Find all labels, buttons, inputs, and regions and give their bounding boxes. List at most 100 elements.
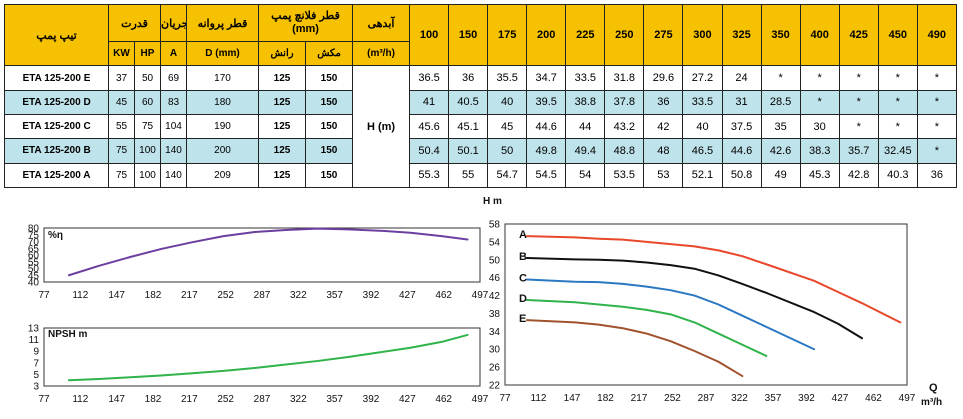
head-value: *	[838, 113, 879, 140]
x-tick-label: 392	[798, 393, 815, 404]
head-value: 50.8	[721, 162, 762, 189]
pump-model: ETA 125-200 A	[4, 162, 109, 189]
head-value: 35.7	[838, 138, 879, 164]
flow-col: 225	[565, 3, 606, 67]
x-tick-label: 462	[865, 393, 882, 404]
current-amp: 69	[160, 65, 188, 91]
x-tick-label: 392	[363, 394, 380, 405]
x-tick-label: 147	[564, 393, 581, 404]
head-value: 53.5	[604, 162, 645, 189]
table-row: ETA 125-200 C 55 75 104 190 125 150 45.6 45.1 45 4…	[4, 113, 957, 140]
head-value: *	[877, 65, 918, 91]
header-hp: HP	[133, 41, 162, 67]
series-line-A	[526, 235, 902, 324]
head-value: 48	[643, 138, 684, 164]
current-amp: 104	[160, 113, 188, 140]
power-hp: 75	[133, 113, 162, 140]
header-d-mm: D (mm)	[186, 41, 260, 67]
x-tick-label: 427	[399, 290, 416, 301]
flow-col: 400	[799, 3, 840, 67]
power-hp: 50	[133, 65, 162, 91]
head-value: 48.8	[604, 138, 645, 164]
power-hp: 100	[133, 162, 162, 189]
header-pump-type: تیپ پمپ	[4, 3, 109, 67]
y-axis-label: %η	[48, 230, 63, 241]
plot-frame-1	[43, 327, 481, 387]
x-tick-label: 287	[254, 290, 271, 301]
y-tick-label: 50	[28, 264, 40, 275]
head-value: 36.5	[409, 65, 450, 91]
y-tick-label: 9	[33, 347, 39, 358]
x-tick-label: 112	[72, 394, 88, 405]
head-label: H (m)	[352, 65, 411, 188]
y-tick-label: 60	[28, 251, 40, 262]
flow-col: 450	[877, 3, 918, 67]
head-value: 29.6	[643, 65, 684, 91]
x-tick-label: 357	[326, 394, 343, 405]
flow-col: 490	[916, 3, 957, 67]
head-value: 35.5	[487, 65, 528, 91]
x-tick-label: 252	[217, 290, 234, 301]
flange-suction: 150	[305, 138, 354, 164]
power-hp: 60	[133, 89, 162, 116]
head-value: 41	[409, 89, 450, 116]
series-line-B	[526, 256, 864, 340]
head-value: 44	[565, 113, 606, 140]
header-row-bottom: KW HP A D (mm) رانش مکش (m³/h)	[5, 41, 957, 67]
head-value: *	[877, 89, 918, 116]
impeller-diameter: 200	[186, 138, 260, 164]
y-tick-label: 22	[489, 381, 501, 392]
head-value: 37.5	[721, 113, 762, 140]
head-value: 55	[448, 162, 489, 189]
head-value: 28.5	[760, 89, 801, 116]
x-tick-label: 252	[217, 394, 234, 405]
x-tick-label: 322	[290, 290, 307, 301]
x-tick-label: 252	[664, 393, 681, 404]
x-tick-label: 147	[108, 290, 125, 301]
head-value: 45.3	[799, 162, 840, 189]
power-kw: 55	[108, 113, 135, 140]
table-row: ETA 125-200 B 75 100 140 200 125 150 50.4 50.1 50…	[4, 138, 957, 164]
y-tick-label: 42	[489, 291, 501, 302]
series-label: B	[519, 251, 527, 263]
head-value: 24	[721, 65, 762, 91]
table-row: ETA 125-200 E 37 50 69 170 125 150 H (m) 36.5 36 3…	[4, 65, 957, 188]
y-tick-label: 40	[28, 278, 40, 289]
head-value: *	[838, 89, 879, 116]
flow-col: 175	[487, 3, 528, 67]
head-value: 50.4	[409, 138, 450, 164]
head-value: *	[877, 113, 918, 140]
flow-col: 150	[448, 3, 489, 67]
header-row-top: تیپ پمپ قدرت جریان قطر پروانه قطر فلانچ …	[4, 3, 957, 67]
pump-model: ETA 125-200 D	[4, 89, 109, 116]
flow-col: 100	[409, 3, 450, 67]
head-value: 33.5	[565, 65, 606, 91]
x-tick-label: 287	[698, 393, 715, 404]
head-value: 54.7	[487, 162, 528, 189]
current-amp: 83	[160, 89, 188, 116]
y-tick-label: 45	[28, 271, 40, 282]
head-value: 31	[721, 89, 762, 116]
head-value: 36	[916, 162, 957, 189]
head-value: 55.3	[409, 162, 450, 189]
x-tick-label: 77	[38, 394, 50, 405]
x-tick-label: 322	[290, 394, 307, 405]
head-value: 45	[487, 113, 528, 140]
header-flange-diameter: قطر فلانچ پمپ (mm)	[258, 3, 354, 43]
head-value: 27.2	[682, 65, 723, 91]
series-line-1	[67, 333, 469, 382]
flange-discharge: 125	[258, 162, 307, 189]
y-axis-label: H m	[483, 196, 502, 207]
series-label: C	[519, 272, 527, 284]
head-value: 36	[448, 65, 489, 91]
head-value: 43.2	[604, 113, 645, 140]
head-value: 52.1	[682, 162, 723, 189]
head-value: 35	[760, 113, 801, 140]
flange-suction: 150	[305, 65, 354, 91]
header-flow-unit: (m³/h)	[352, 41, 411, 67]
pump-model: ETA 125-200 C	[4, 113, 109, 140]
power-kw: 75	[108, 138, 135, 164]
power-hp: 100	[133, 138, 162, 164]
flow-col: 300	[682, 3, 723, 67]
header-suction: مکش	[305, 41, 354, 67]
